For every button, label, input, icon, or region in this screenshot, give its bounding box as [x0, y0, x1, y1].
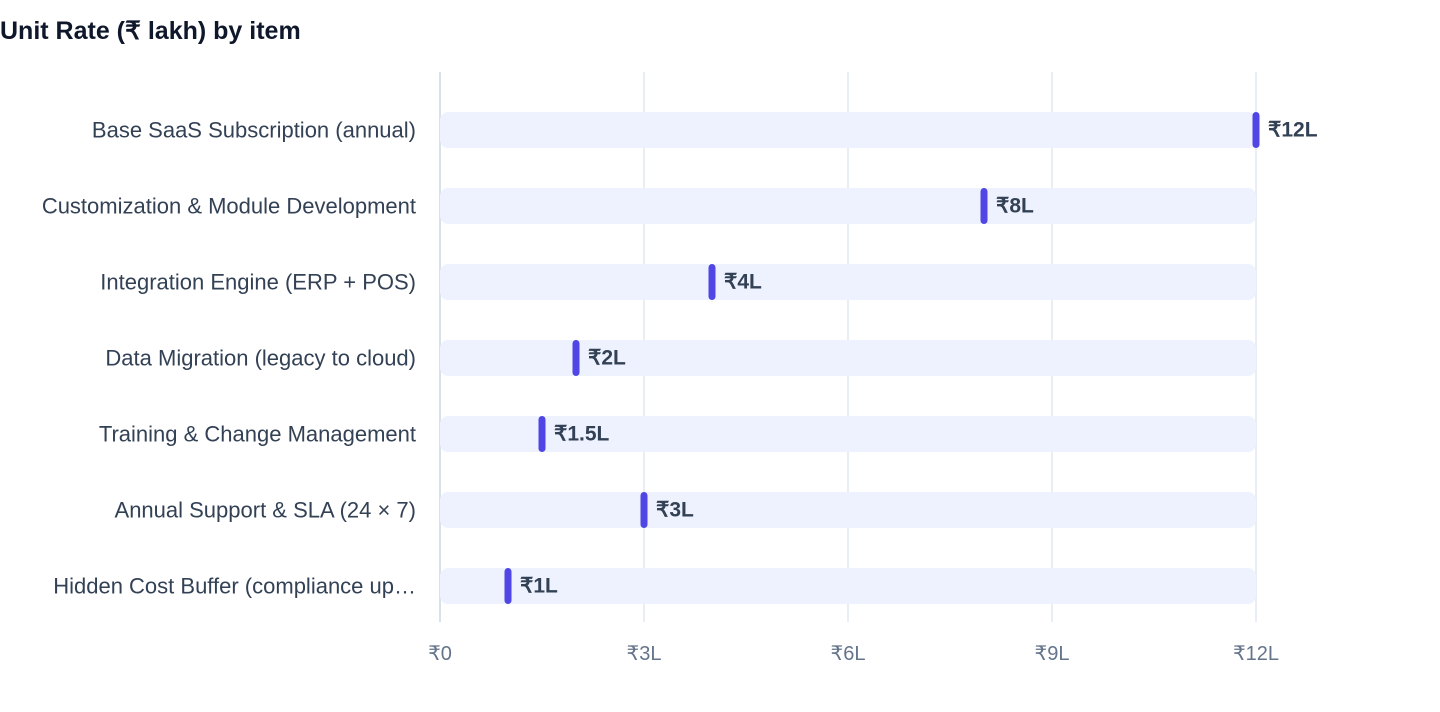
bar-track: [440, 264, 1256, 300]
data-label: ₹12L: [1268, 119, 1318, 142]
bar-value-marker[interactable]: [1252, 112, 1260, 148]
data-label: ₹1.5L: [554, 423, 610, 446]
bar-track: [440, 416, 1256, 452]
data-label: ₹2L: [588, 347, 626, 370]
bar-value-marker[interactable]: [640, 492, 648, 528]
category-label: Training & Change Management: [99, 422, 416, 447]
bar-track: [440, 492, 1256, 528]
bar-track: [440, 188, 1256, 224]
category-label: Hidden Cost Buffer (compliance up…: [53, 574, 416, 599]
bar-track: [440, 112, 1256, 148]
bar-value-marker[interactable]: [708, 264, 716, 300]
category-label: Base SaaS Subscription (annual): [92, 118, 416, 143]
category-label: Annual Support & SLA (24 × 7): [115, 498, 416, 523]
x-tick-label: ₹3L: [627, 643, 662, 665]
x-tick-label: ₹12L: [1233, 643, 1279, 665]
data-label: ₹4L: [724, 271, 762, 294]
data-label: ₹1L: [520, 575, 558, 598]
data-label: ₹8L: [996, 195, 1034, 218]
bar-value-marker[interactable]: [572, 340, 580, 376]
x-tick-label: ₹0: [428, 643, 452, 665]
category-label: Integration Engine (ERP + POS): [100, 270, 416, 295]
bar-value-marker[interactable]: [504, 568, 512, 604]
category-label: Data Migration (legacy to cloud): [105, 346, 416, 371]
x-tick-label: ₹9L: [1035, 643, 1070, 665]
x-tick-label: ₹6L: [831, 643, 866, 665]
bar-value-marker[interactable]: [538, 416, 546, 452]
data-label: ₹3L: [656, 499, 694, 522]
bar-track: [440, 568, 1256, 604]
category-label: Customization & Module Development: [42, 194, 416, 219]
chart-title: Unit Rate (₹ lakh) by item: [0, 17, 301, 45]
bar-value-marker[interactable]: [980, 188, 988, 224]
bar-track: [440, 340, 1256, 376]
